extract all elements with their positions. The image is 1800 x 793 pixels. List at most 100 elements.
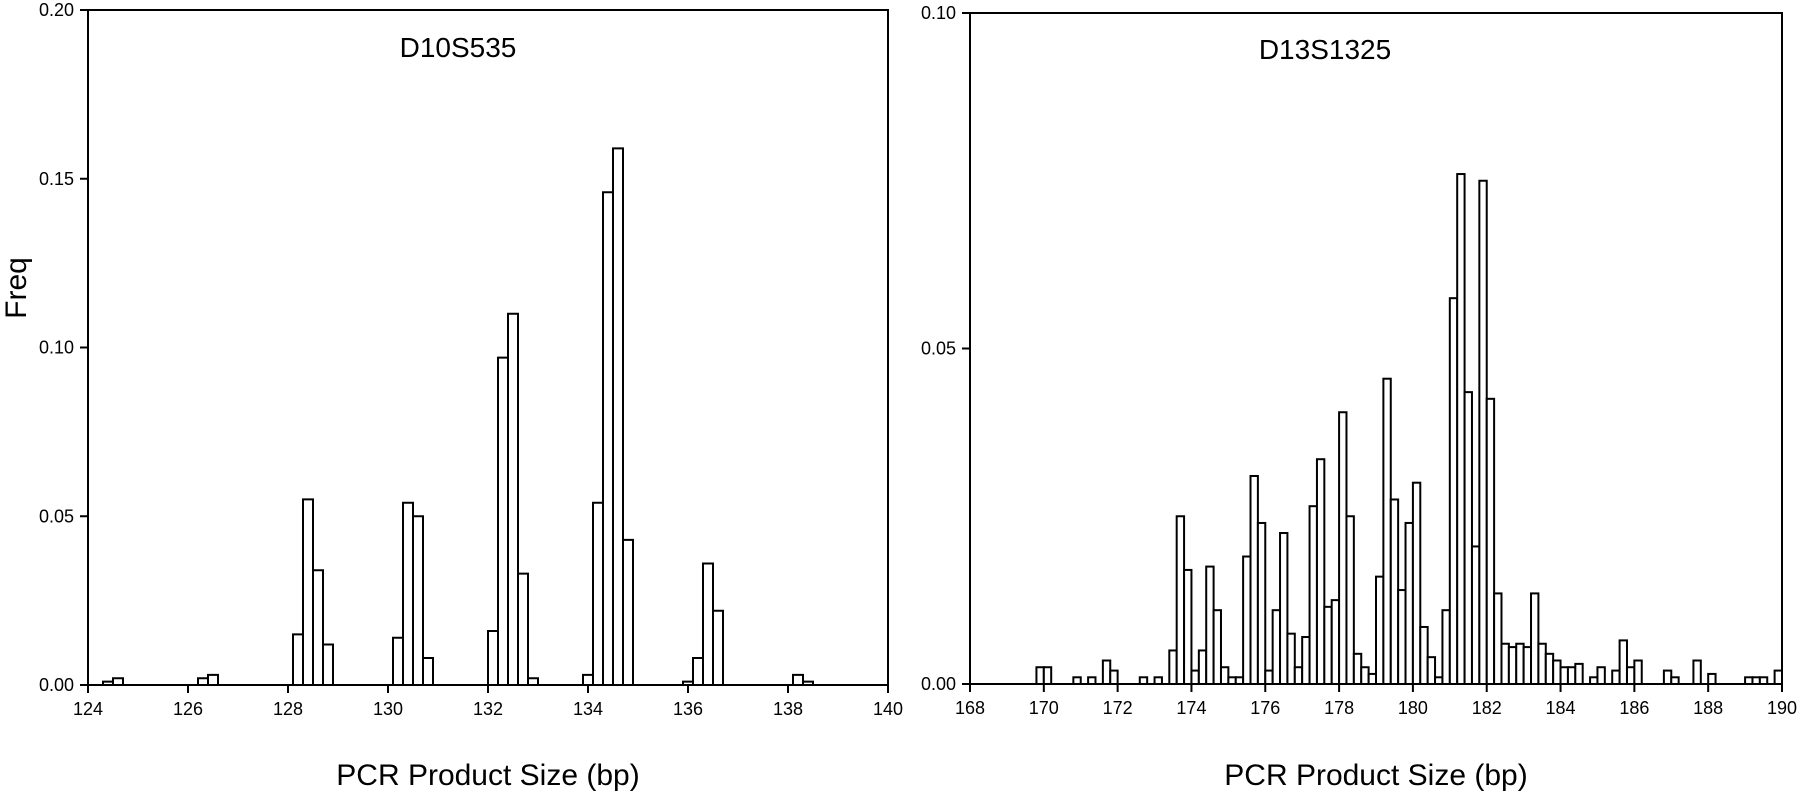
histogram-bar	[1773, 669, 1783, 686]
histogram-bar	[1552, 659, 1562, 686]
histogram-bar	[1544, 652, 1555, 685]
histogram-bar	[497, 356, 509, 687]
x-ticks-right: 168 170 172 174 176 178 180 182 184 186 188 190	[955, 684, 1797, 718]
histogram-bar	[1397, 589, 1407, 685]
histogram-bar	[1500, 642, 1510, 685]
x-tick-label: 176	[1250, 698, 1280, 718]
histogram-bar	[1345, 515, 1355, 685]
x-tick-label: 178	[1324, 698, 1354, 718]
histogram-bar	[1426, 656, 1437, 685]
x-ticks-left: 124 126 128 130 132 134 136 138 140	[73, 685, 903, 719]
x-tick-label: 128	[273, 699, 303, 719]
x-tick-label: 172	[1103, 698, 1133, 718]
histogram-bar	[1256, 521, 1267, 686]
y-tick-label: 0.00	[39, 675, 74, 695]
panel-title-right: D13S1325	[1259, 34, 1391, 65]
x-tick-label: 134	[573, 699, 603, 719]
x-tick-label: 140	[873, 699, 903, 719]
histogram-bar	[197, 677, 209, 686]
histogram-bar	[1463, 391, 1473, 685]
bars-left	[102, 147, 814, 687]
histogram-bar	[1042, 666, 1053, 685]
histogram-bar	[487, 630, 499, 686]
histogram-bar	[1109, 669, 1119, 686]
histogram-bar	[682, 680, 694, 687]
histogram-bar	[312, 569, 324, 686]
histogram-bar	[1315, 458, 1326, 685]
x-axis-label-left: PCR Product Size (bp)	[336, 759, 639, 792]
histogram-bar	[322, 643, 334, 686]
histogram-bar	[1249, 474, 1259, 685]
histogram-bar	[1559, 666, 1569, 685]
histogram-bar	[1389, 498, 1400, 686]
histogram-bar	[517, 572, 529, 687]
histogram-bar	[402, 501, 414, 686]
x-tick-label: 186	[1619, 698, 1649, 718]
histogram-bar	[1566, 666, 1577, 685]
y-tick-label: 0.15	[39, 169, 74, 189]
y-tick-label: 0.10	[921, 3, 956, 23]
histogram-bar	[1744, 676, 1754, 685]
histogram-bar	[1404, 521, 1414, 686]
x-tick-label: 168	[955, 698, 985, 718]
histogram-bar	[1301, 636, 1311, 686]
histogram-bar	[422, 657, 434, 686]
histogram-bar	[1330, 599, 1341, 686]
histogram-bar	[602, 191, 614, 686]
histogram-bar	[1611, 669, 1621, 686]
x-tick-label: 132	[473, 699, 503, 719]
histogram-bar	[1707, 672, 1717, 685]
histogram-bar	[1382, 377, 1392, 685]
histogram-bar	[612, 147, 624, 687]
y-tick-label: 0.10	[39, 338, 74, 358]
histogram-bar	[102, 680, 114, 687]
y-ticks-left: 0.00 0.05 0.10 0.15 0.20	[39, 0, 88, 695]
histogram-bar	[1478, 179, 1488, 685]
x-tick-label: 170	[1029, 698, 1059, 718]
x-tick-label: 184	[1546, 698, 1576, 718]
x-tick-label: 124	[73, 699, 103, 719]
x-tick-label: 182	[1472, 698, 1502, 718]
x-tick-label: 126	[173, 699, 203, 719]
histogram-bar	[1411, 481, 1422, 686]
histogram-bar	[1625, 666, 1636, 685]
x-tick-label: 188	[1693, 698, 1723, 718]
y-tick-label: 0.00	[921, 674, 956, 694]
histogram-bar	[1352, 652, 1363, 685]
histogram-bar	[1589, 676, 1599, 685]
y-ticks-right: 0.00 0.05 0.10	[921, 3, 970, 694]
y-tick-label: 0.05	[39, 506, 74, 526]
histogram-bar	[1293, 666, 1304, 685]
histogram-bar	[1183, 568, 1193, 685]
histogram-bar	[1168, 649, 1178, 686]
histogram-bar	[1175, 515, 1186, 685]
histogram-bar	[302, 498, 314, 687]
histogram-bar	[1286, 632, 1296, 685]
histogram-bar	[1205, 565, 1215, 686]
histogram-bar	[1507, 646, 1518, 685]
histogram-bar	[1758, 676, 1769, 685]
histogram-bar	[1308, 505, 1318, 685]
histogram-bar	[1751, 676, 1761, 685]
histogram-bar	[1190, 669, 1200, 686]
x-tick-label: 130	[373, 699, 403, 719]
histogram-bar	[1537, 642, 1547, 685]
histogram-bar	[692, 657, 704, 686]
histogram-bar	[802, 680, 814, 687]
histogram-bar	[1087, 676, 1097, 685]
y-axis-label-left: Freq	[0, 257, 33, 319]
histogram-bar	[412, 515, 424, 686]
histogram-bar	[1271, 609, 1282, 685]
histogram-bar	[1227, 676, 1237, 685]
histogram-bar	[582, 673, 594, 687]
histogram-bar	[1264, 669, 1274, 686]
y-tick-label: 0.20	[39, 0, 74, 20]
histogram-bar	[392, 636, 404, 686]
histogram-bar	[1662, 669, 1673, 686]
histogram-bar	[1138, 676, 1149, 685]
histogram-bar	[112, 677, 124, 686]
histogram-bar	[1522, 646, 1533, 685]
x-tick-label: 138	[773, 699, 803, 719]
histogram-bar	[1493, 592, 1503, 685]
